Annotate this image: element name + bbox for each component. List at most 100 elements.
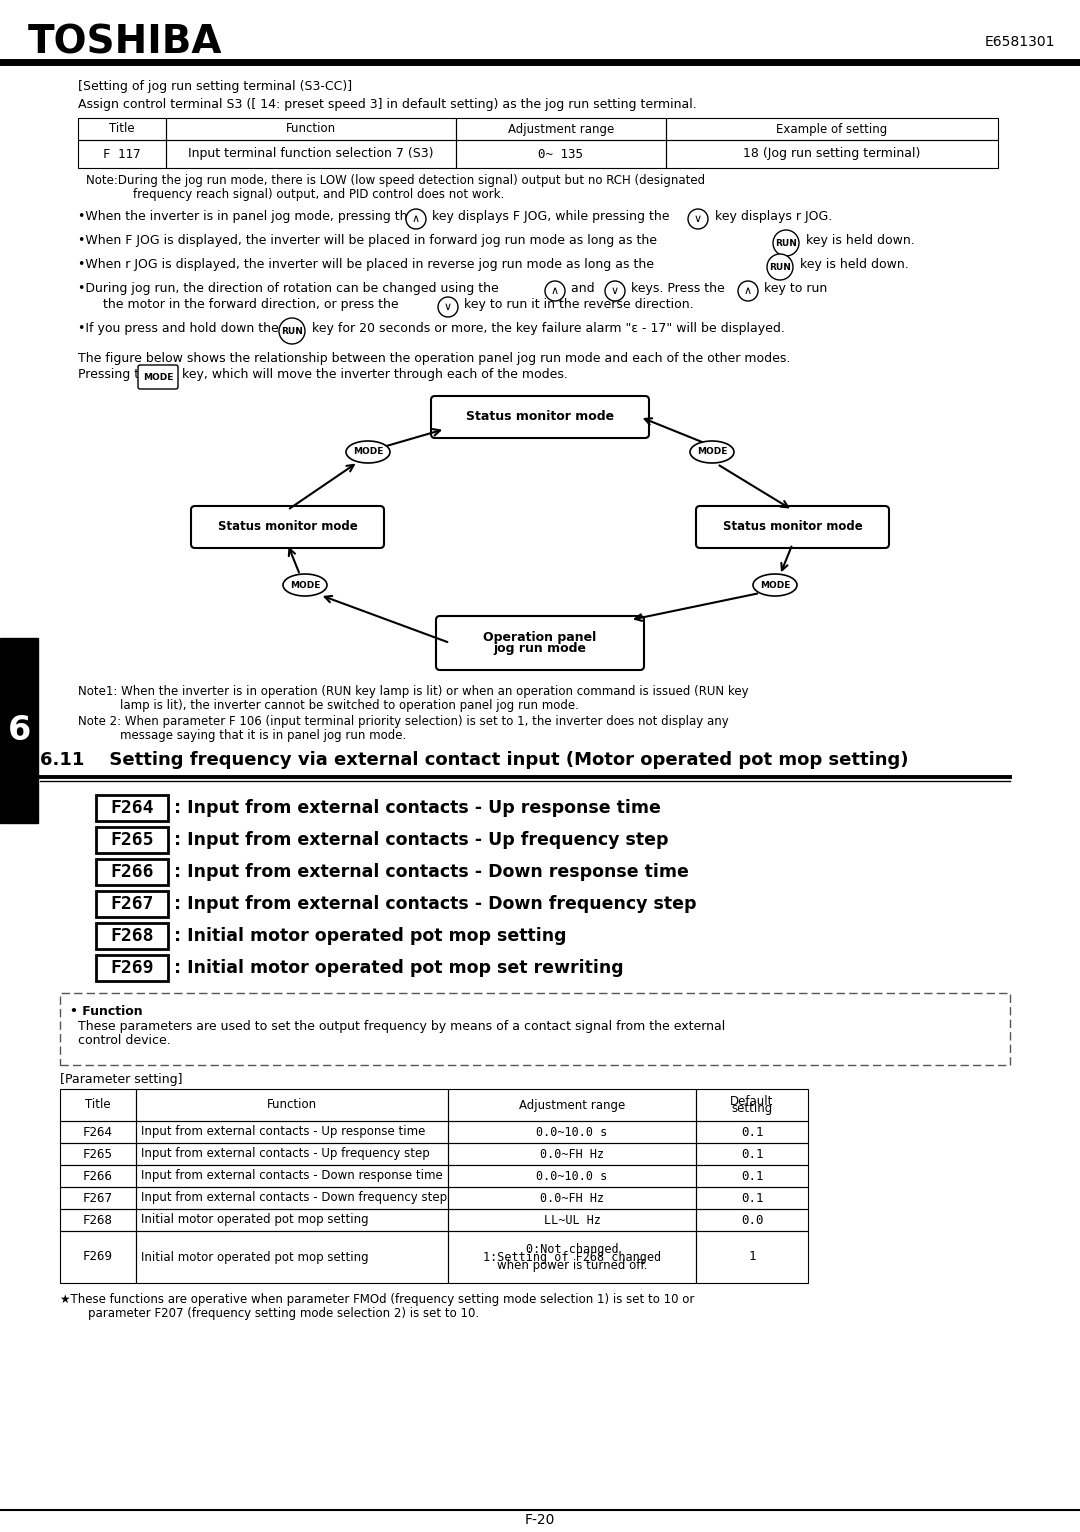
Text: 0:Not changed: 0:Not changed — [526, 1242, 619, 1256]
Text: : Initial motor operated pot mop setting: : Initial motor operated pot mop setting — [174, 927, 567, 945]
Bar — [666, 139, 998, 169]
Text: 18 (Jog run setting terminal): 18 (Jog run setting terminal) — [743, 147, 920, 161]
Text: ★These functions are operative when parameter FMOd (frequency setting mode selec: ★These functions are operative when para… — [60, 1293, 694, 1305]
Text: Function: Function — [286, 123, 336, 135]
Text: key displays F JOG, while pressing the: key displays F JOG, while pressing the — [428, 210, 670, 224]
Text: ∧: ∧ — [744, 286, 752, 296]
Text: RUN: RUN — [281, 326, 302, 336]
Text: RUN: RUN — [769, 262, 791, 271]
Text: F264: F264 — [110, 800, 153, 817]
Circle shape — [605, 280, 625, 300]
Text: Input terminal function selection 7 (S3): Input terminal function selection 7 (S3) — [188, 147, 434, 161]
Text: TOSHIBA: TOSHIBA — [28, 23, 222, 61]
FancyBboxPatch shape — [138, 365, 178, 389]
Bar — [60, 993, 1010, 1065]
Text: : Input from external contacts - Down frequency step: : Input from external contacts - Down fr… — [174, 895, 697, 913]
Text: Initial motor operated pot mop setting: Initial motor operated pot mop setting — [141, 1250, 368, 1264]
Ellipse shape — [753, 574, 797, 596]
Bar — [136, 1143, 448, 1164]
Text: key, which will move the inverter through each of the modes.: key, which will move the inverter throug… — [178, 368, 568, 381]
Text: F269: F269 — [83, 1250, 113, 1264]
Bar — [60, 1187, 136, 1209]
Text: Status monitor mode: Status monitor mode — [218, 521, 357, 533]
Text: key to run: key to run — [760, 282, 827, 296]
Text: jog run mode: jog run mode — [494, 642, 586, 654]
Bar — [696, 1232, 808, 1282]
Bar — [696, 1089, 808, 1121]
Bar — [0, 637, 38, 823]
Text: 1: 1 — [748, 1250, 756, 1264]
Text: ∨: ∨ — [444, 302, 453, 313]
Text: MODE: MODE — [143, 372, 173, 381]
Text: Adjustment range: Adjustment range — [508, 123, 615, 135]
Bar — [96, 922, 168, 948]
Text: parameter F207 (frequency setting mode selection 2) is set to 10.: parameter F207 (frequency setting mode s… — [87, 1307, 480, 1321]
Text: 0.0~FH Hz: 0.0~FH Hz — [540, 1192, 604, 1204]
Text: ∧: ∧ — [551, 286, 559, 296]
FancyBboxPatch shape — [696, 506, 889, 548]
Bar — [96, 954, 168, 980]
Bar — [696, 1187, 808, 1209]
Bar — [448, 1121, 696, 1143]
Text: These parameters are used to set the output frequency by means of a contact sign: These parameters are used to set the out… — [78, 1020, 726, 1033]
Text: [Parameter setting]: [Parameter setting] — [60, 1072, 183, 1086]
Text: •If you press and hold down the: •If you press and hold down the — [78, 322, 279, 336]
Text: Input from external contacts - Up response time: Input from external contacts - Up respon… — [141, 1126, 426, 1138]
Bar — [60, 1164, 136, 1187]
Bar — [166, 139, 456, 169]
Ellipse shape — [283, 574, 327, 596]
Bar — [456, 139, 666, 169]
Ellipse shape — [690, 441, 734, 463]
Ellipse shape — [346, 441, 390, 463]
Text: F265: F265 — [110, 830, 153, 849]
Text: Function: Function — [267, 1098, 318, 1112]
Circle shape — [738, 280, 758, 300]
Bar — [60, 1143, 136, 1164]
Text: MODE: MODE — [697, 447, 727, 457]
Circle shape — [545, 280, 565, 300]
Bar — [136, 1209, 448, 1232]
Bar — [78, 139, 166, 169]
Text: F266: F266 — [83, 1169, 113, 1183]
Text: : Input from external contacts - Down response time: : Input from external contacts - Down re… — [174, 863, 689, 881]
Text: 0.0: 0.0 — [741, 1213, 764, 1227]
Text: 0.1: 0.1 — [741, 1147, 764, 1161]
Text: Initial motor operated pot mop setting: Initial motor operated pot mop setting — [141, 1213, 368, 1227]
Text: 1:Setting of F268 changed: 1:Setting of F268 changed — [483, 1250, 661, 1264]
FancyBboxPatch shape — [431, 395, 649, 438]
Text: F269: F269 — [110, 959, 153, 977]
Bar — [60, 1232, 136, 1282]
Text: F-20: F-20 — [525, 1514, 555, 1527]
Text: Note 2: When parameter F 106 (input terminal priority selection) is set to 1, th: Note 2: When parameter F 106 (input term… — [78, 715, 729, 728]
Text: key is held down.: key is held down. — [802, 234, 915, 247]
Bar — [96, 795, 168, 821]
Text: •When the inverter is in panel jog mode, pressing the: •When the inverter is in panel jog mode,… — [78, 210, 415, 224]
Bar — [696, 1143, 808, 1164]
Text: key to run it in the reverse direction.: key to run it in the reverse direction. — [460, 299, 693, 311]
Text: MODE: MODE — [289, 581, 320, 590]
Bar — [136, 1089, 448, 1121]
Text: : Input from external contacts - Up response time: : Input from external contacts - Up resp… — [174, 800, 661, 817]
Text: Note:During the jog run mode, there is LOW (low speed detection signal) output b: Note:During the jog run mode, there is L… — [86, 175, 705, 187]
Bar — [96, 827, 168, 853]
Text: Default: Default — [730, 1095, 773, 1108]
Text: RUN: RUN — [775, 239, 797, 248]
Text: Input from external contacts - Up frequency step: Input from external contacts - Up freque… — [141, 1147, 430, 1161]
Text: ∧: ∧ — [411, 214, 420, 224]
Text: 0.0~10.0 s: 0.0~10.0 s — [537, 1126, 608, 1138]
Circle shape — [688, 208, 708, 228]
Text: keys. Press the: keys. Press the — [627, 282, 725, 296]
Text: 6: 6 — [8, 714, 30, 748]
Bar — [448, 1143, 696, 1164]
Bar — [448, 1164, 696, 1187]
FancyBboxPatch shape — [436, 616, 644, 669]
Bar — [136, 1187, 448, 1209]
Text: 0.1: 0.1 — [741, 1192, 764, 1204]
Text: 0~ 135: 0~ 135 — [539, 147, 583, 161]
Text: key displays r JOG.: key displays r JOG. — [711, 210, 833, 224]
Text: frequency reach signal) output, and PID control does not work.: frequency reach signal) output, and PID … — [133, 188, 504, 201]
Text: ∨: ∨ — [611, 286, 619, 296]
Bar — [696, 1164, 808, 1187]
FancyBboxPatch shape — [191, 506, 384, 548]
Bar — [136, 1164, 448, 1187]
